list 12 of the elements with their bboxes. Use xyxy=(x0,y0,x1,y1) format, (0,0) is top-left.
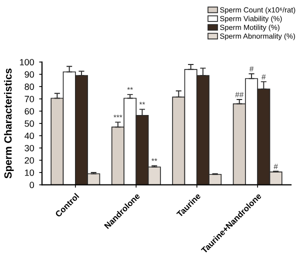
y-tick-label: 50 xyxy=(24,120,34,127)
y-tick-label: 30 xyxy=(24,144,34,152)
y-tick-label: 100 xyxy=(20,59,34,66)
y-tick-label: 20 xyxy=(24,157,34,164)
y-tick-label: 60 xyxy=(24,108,34,115)
y-tick-label: 80 xyxy=(24,84,34,90)
y-tick-label: 90 xyxy=(24,71,34,78)
y-tick-label: 70 xyxy=(24,96,34,102)
y-axis-title: Sperm Characteristics xyxy=(4,68,14,178)
y-tick-label: 40 xyxy=(24,132,34,140)
y-tick-label: 10 xyxy=(25,169,34,176)
y-tick-label: 0 xyxy=(30,182,34,188)
